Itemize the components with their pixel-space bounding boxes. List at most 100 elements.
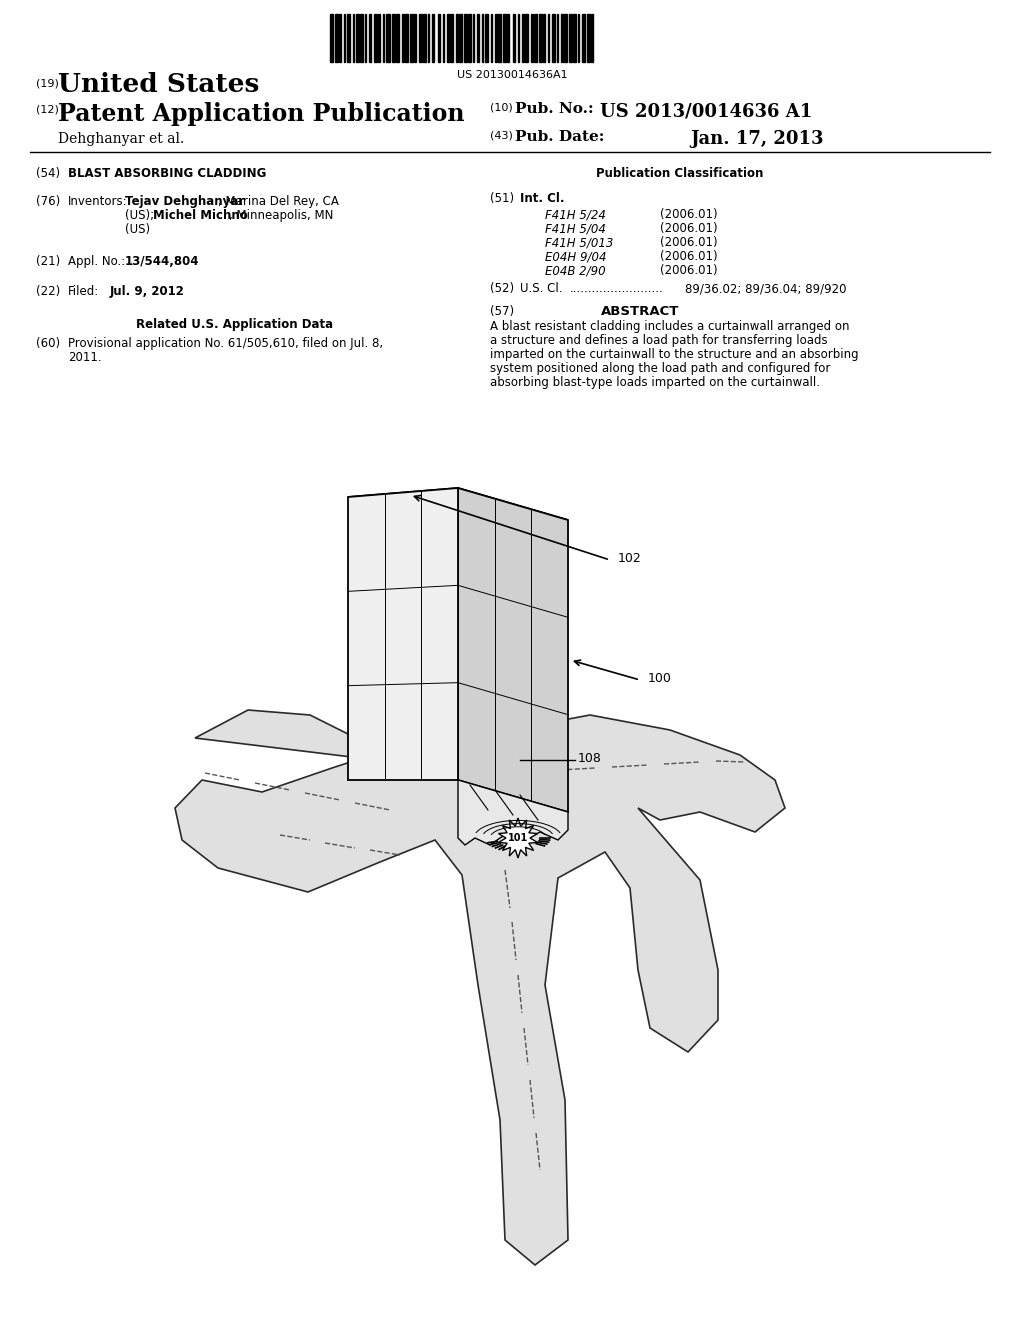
- Text: 108: 108: [578, 751, 602, 764]
- Bar: [432, 15, 433, 62]
- Bar: [360, 15, 362, 62]
- Text: (22): (22): [36, 285, 60, 298]
- Text: (52): (52): [490, 282, 514, 294]
- Text: (12): (12): [36, 106, 58, 115]
- Bar: [573, 15, 575, 62]
- Bar: [591, 15, 593, 62]
- Bar: [450, 15, 453, 62]
- Text: Provisional application No. 61/505,610, filed on Jul. 8,: Provisional application No. 61/505,610, …: [68, 337, 383, 350]
- Bar: [513, 15, 514, 62]
- Text: 2011.: 2011.: [68, 351, 101, 364]
- Bar: [385, 15, 390, 62]
- Text: ABSTRACT: ABSTRACT: [601, 305, 679, 318]
- Text: 89/36.02; 89/36.04; 89/920: 89/36.02; 89/36.04; 89/920: [685, 282, 847, 294]
- Text: (43): (43): [490, 129, 513, 140]
- Text: E04B 2/90: E04B 2/90: [545, 264, 605, 277]
- Text: E04H 9/04: E04H 9/04: [545, 249, 606, 263]
- Text: .........................: .........................: [570, 282, 664, 294]
- Bar: [556, 15, 558, 62]
- Bar: [468, 15, 471, 62]
- Text: (2006.01): (2006.01): [660, 264, 718, 277]
- Text: A blast resistant cladding includes a curtainwall arranged on: A blast resistant cladding includes a cu…: [490, 319, 850, 333]
- Bar: [355, 15, 358, 62]
- Text: a structure and defines a load path for transferring loads: a structure and defines a load path for …: [490, 334, 827, 347]
- Bar: [365, 15, 366, 62]
- Text: Publication Classification: Publication Classification: [596, 168, 764, 180]
- Bar: [552, 15, 555, 62]
- Text: Dehghanyar et al.: Dehghanyar et al.: [58, 132, 184, 147]
- Text: 101: 101: [508, 833, 528, 843]
- Text: F41H 5/013: F41H 5/013: [545, 236, 613, 249]
- Bar: [414, 15, 416, 62]
- Bar: [343, 15, 345, 62]
- Text: (51): (51): [490, 191, 514, 205]
- Bar: [495, 15, 497, 62]
- Bar: [335, 15, 338, 62]
- Text: (54): (54): [36, 168, 60, 180]
- Text: (2006.01): (2006.01): [660, 209, 718, 220]
- Polygon shape: [348, 488, 458, 780]
- Bar: [548, 15, 549, 62]
- Text: (2006.01): (2006.01): [660, 249, 718, 263]
- Polygon shape: [458, 780, 568, 845]
- Bar: [419, 15, 422, 62]
- Bar: [339, 15, 341, 62]
- Bar: [517, 15, 519, 62]
- Bar: [503, 15, 506, 62]
- Bar: [456, 15, 458, 62]
- Bar: [378, 15, 380, 62]
- Text: (21): (21): [36, 255, 60, 268]
- Bar: [374, 15, 377, 62]
- Text: Pub. Date:: Pub. Date:: [515, 129, 604, 144]
- Bar: [477, 15, 478, 62]
- Text: Appl. No.:: Appl. No.:: [68, 255, 125, 268]
- Text: Pub. No.:: Pub. No.:: [515, 102, 594, 116]
- Bar: [578, 15, 579, 62]
- Text: 102: 102: [618, 552, 642, 565]
- Text: (60): (60): [36, 337, 60, 350]
- Text: (19): (19): [36, 78, 58, 88]
- Text: (US);: (US);: [125, 209, 158, 222]
- Bar: [481, 15, 483, 62]
- Text: Jan. 17, 2013: Jan. 17, 2013: [690, 129, 823, 148]
- Bar: [410, 15, 413, 62]
- Bar: [346, 15, 349, 62]
- Bar: [561, 15, 562, 62]
- Bar: [531, 15, 532, 62]
- Bar: [490, 15, 492, 62]
- Text: Filed:: Filed:: [68, 285, 99, 298]
- Bar: [423, 15, 426, 62]
- Text: (2006.01): (2006.01): [660, 222, 718, 235]
- Bar: [582, 15, 585, 62]
- Text: United States: United States: [58, 73, 259, 96]
- Bar: [369, 15, 371, 62]
- Bar: [587, 15, 590, 62]
- Text: (76): (76): [36, 195, 60, 209]
- Text: system positioned along the load path and configured for: system positioned along the load path an…: [490, 362, 830, 375]
- Bar: [447, 15, 449, 62]
- Bar: [507, 15, 509, 62]
- Text: Jul. 9, 2012: Jul. 9, 2012: [110, 285, 185, 298]
- Text: absorbing blast-type loads imparted on the curtainwall.: absorbing blast-type loads imparted on t…: [490, 376, 820, 389]
- Bar: [352, 15, 354, 62]
- Bar: [472, 15, 474, 62]
- Bar: [438, 15, 439, 62]
- Text: F41H 5/24: F41H 5/24: [545, 209, 606, 220]
- Text: F41H 5/04: F41H 5/04: [545, 222, 606, 235]
- Bar: [543, 15, 545, 62]
- Bar: [498, 15, 501, 62]
- Text: Int. Cl.: Int. Cl.: [520, 191, 564, 205]
- Bar: [459, 15, 462, 62]
- Text: 13/544,804: 13/544,804: [125, 255, 200, 268]
- Text: Inventors:: Inventors:: [68, 195, 128, 209]
- Text: (10): (10): [490, 102, 513, 112]
- Polygon shape: [175, 710, 785, 1265]
- Text: , Marina Del Rey, CA: , Marina Del Rey, CA: [218, 195, 339, 209]
- Text: US 20130014636A1: US 20130014636A1: [457, 70, 567, 81]
- Bar: [564, 15, 567, 62]
- Text: BLAST ABSORBING CLADDING: BLAST ABSORBING CLADDING: [68, 168, 266, 180]
- Bar: [383, 15, 384, 62]
- Bar: [568, 15, 571, 62]
- Text: imparted on the curtainwall to the structure and an absorbing: imparted on the curtainwall to the struc…: [490, 348, 859, 360]
- Bar: [484, 15, 487, 62]
